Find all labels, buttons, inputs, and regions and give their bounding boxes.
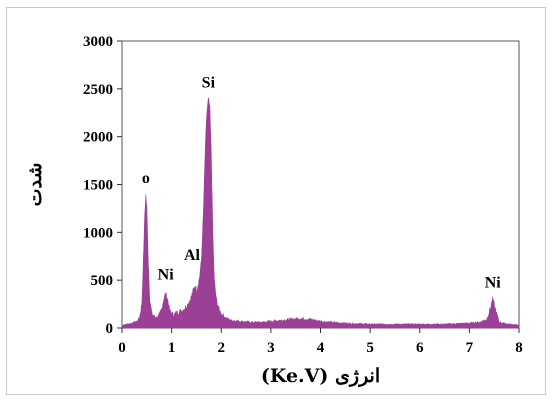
chart-frame: 0 1 2 3 4 5 6 7 8 0 500 1000 1500 2000 2500 3000 o Ni Al S…: [6, 7, 546, 395]
y-tick-label: 2500: [83, 82, 113, 98]
x-tick-label: 7: [466, 340, 474, 356]
plot-area: [121, 40, 520, 329]
x-tick-label: 8: [515, 340, 523, 356]
x-tick-label: 4: [317, 340, 325, 356]
peak-label: Al: [184, 247, 201, 264]
y-tick-label: 3000: [83, 34, 113, 50]
x-tick-label: 3: [267, 340, 275, 356]
y-tick-label: 500: [91, 273, 114, 289]
labels-layer: o Ni Al Si Ni: [142, 74, 501, 291]
series-layer: [121, 97, 520, 329]
y-axis-label: شدت: [24, 163, 46, 207]
spectrum-series: [121, 97, 520, 329]
x-tick-label: 5: [366, 340, 374, 356]
peak-label: o: [142, 170, 150, 187]
axes-layer: 0 1 2 3 4 5 6 7 8 0 500 1000 1500 2000 2500 3000: [83, 34, 523, 356]
plot-box: [121, 40, 520, 329]
peak-label: Ni: [485, 274, 502, 291]
x-tick-label: 2: [218, 340, 226, 356]
peak-label: Ni: [158, 267, 175, 284]
x-tick-label: 1: [168, 340, 176, 356]
y-tick-label: 1000: [83, 225, 113, 241]
eds-spectrum-chart: 0 1 2 3 4 5 6 7 8 0 500 1000 1500 2000 2500 3000 o Ni Al S…: [24, 34, 523, 387]
y-tick-label: 2000: [83, 130, 113, 146]
x-tick-label: 6: [416, 340, 424, 356]
y-tick-label: 0: [106, 321, 114, 337]
x-axis-label: انرژی (Ke.V): [261, 365, 380, 387]
x-tick-label: 0: [118, 340, 126, 356]
peak-label: Si: [202, 74, 216, 91]
y-tick-label: 1500: [83, 178, 113, 194]
